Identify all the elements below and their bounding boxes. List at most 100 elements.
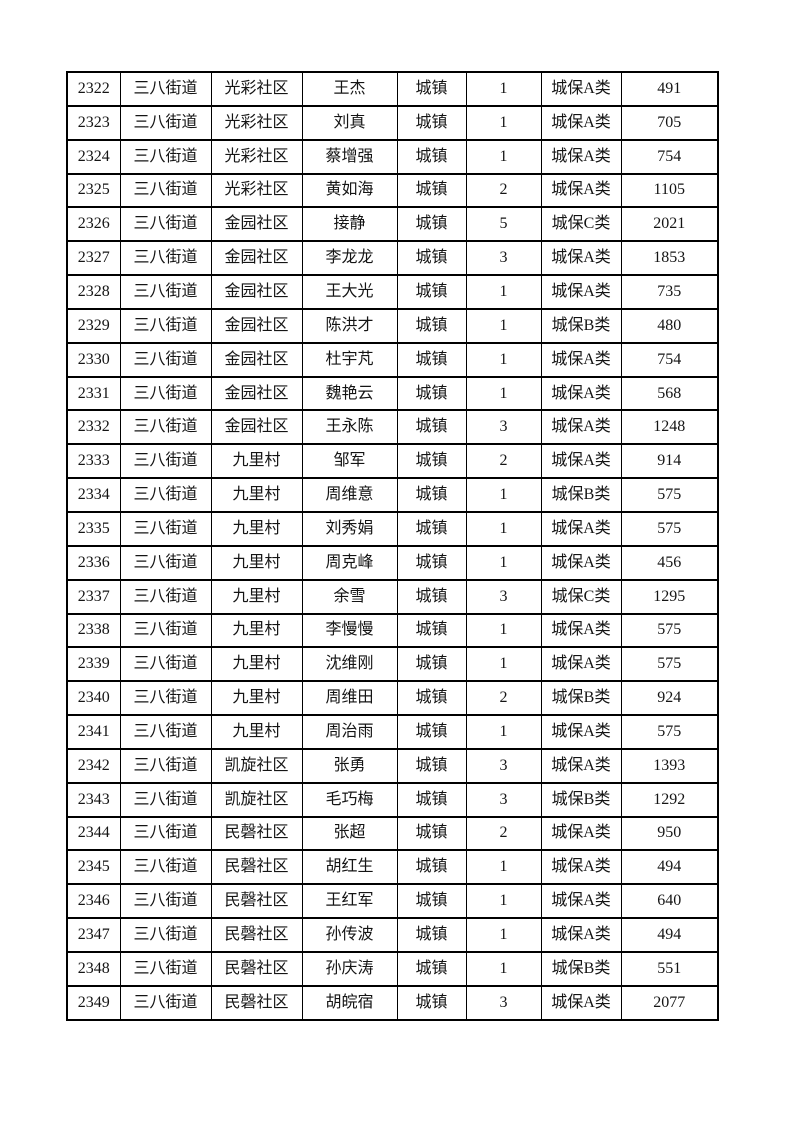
cell-serial-number: 2342 (66, 747, 121, 784)
cell-benefit-category: 城保B类 (540, 950, 622, 987)
cell-street: 三八街道 (119, 544, 212, 581)
table-row: 2332 三八街道 金园社区 王永陈 城镇 3 城保A类 1248 (66, 409, 719, 446)
cell-residence-type: 城镇 (396, 950, 467, 987)
cell-amount: 640 (620, 883, 719, 920)
cell-serial-number: 2328 (66, 274, 121, 310)
cell-community: 光彩社区 (210, 71, 303, 107)
cell-person-count: 1 (465, 883, 542, 920)
cell-name: 魏艳云 (301, 375, 398, 412)
cell-street: 三八街道 (119, 409, 212, 446)
cell-community: 九里村 (210, 578, 303, 615)
cell-amount: 735 (620, 274, 719, 310)
cell-community: 民磬社区 (210, 849, 303, 886)
cell-community: 九里村 (210, 646, 303, 683)
cell-residence-type: 城镇 (396, 984, 467, 1022)
cell-residence-type: 城镇 (396, 917, 467, 953)
table-row: 2336 三八街道 九里村 周克峰 城镇 1 城保A类 456 (66, 544, 719, 581)
cell-community: 九里村 (210, 477, 303, 513)
cell-benefit-category: 城保A类 (540, 138, 622, 175)
table-row: 2335 三八街道 九里村 刘秀娟 城镇 1 城保A类 575 (66, 510, 719, 547)
cell-person-count: 1 (465, 274, 542, 310)
cell-person-count: 1 (465, 714, 542, 750)
cell-street: 三八街道 (119, 578, 212, 615)
cell-person-count: 3 (465, 781, 542, 818)
cell-amount: 754 (620, 341, 719, 378)
cell-name: 张超 (301, 815, 398, 852)
cell-residence-type: 城镇 (396, 544, 467, 581)
cell-street: 三八街道 (119, 510, 212, 547)
cell-serial-number: 2345 (66, 849, 121, 886)
cell-benefit-category: 城保B类 (540, 477, 622, 513)
table-body: 2322 三八街道 光彩社区 王杰 城镇 1 城保A类 491 2323 三八街道 光彩社区 刘真 城镇… (66, 71, 719, 1022)
cell-residence-type: 城镇 (396, 477, 467, 513)
cell-amount: 1853 (620, 240, 719, 277)
cell-community: 九里村 (210, 714, 303, 750)
cell-street: 三八街道 (119, 206, 212, 243)
cell-name: 周治雨 (301, 714, 398, 750)
cell-serial-number: 2330 (66, 341, 121, 378)
cell-amount: 705 (620, 104, 719, 141)
cell-person-count: 2 (465, 443, 542, 480)
cell-person-count: 2 (465, 815, 542, 852)
cell-benefit-category: 城保A类 (540, 646, 622, 683)
cell-name: 胡皖宿 (301, 984, 398, 1022)
cell-amount: 2077 (620, 984, 719, 1022)
cell-residence-type: 城镇 (396, 578, 467, 615)
cell-person-count: 1 (465, 544, 542, 581)
cell-person-count: 2 (465, 172, 542, 209)
cell-benefit-category: 城保B类 (540, 680, 622, 717)
cell-serial-number: 2323 (66, 104, 121, 141)
cell-name: 王杰 (301, 71, 398, 107)
cell-amount: 2021 (620, 206, 719, 243)
table-row: 2347 三八街道 民磬社区 孙传波 城镇 1 城保A类 494 (66, 917, 719, 953)
cell-person-count: 1 (465, 341, 542, 378)
table-row: 2345 三八街道 民磬社区 胡红生 城镇 1 城保A类 494 (66, 849, 719, 886)
table-row: 2341 三八街道 九里村 周治雨 城镇 1 城保A类 575 (66, 714, 719, 750)
cell-serial-number: 2336 (66, 544, 121, 581)
cell-residence-type: 城镇 (396, 883, 467, 920)
cell-serial-number: 2348 (66, 950, 121, 987)
cell-amount: 924 (620, 680, 719, 717)
table-row: 2342 三八街道 凯旋社区 张勇 城镇 3 城保A类 1393 (66, 747, 719, 784)
cell-name: 邹军 (301, 443, 398, 480)
cell-community: 金园社区 (210, 341, 303, 378)
cell-serial-number: 2331 (66, 375, 121, 412)
cell-community: 九里村 (210, 510, 303, 547)
table-row: 2338 三八街道 九里村 李慢慢 城镇 1 城保A类 575 (66, 612, 719, 649)
cell-community: 九里村 (210, 544, 303, 581)
cell-person-count: 1 (465, 646, 542, 683)
table-row: 2346 三八街道 民磬社区 王红军 城镇 1 城保A类 640 (66, 883, 719, 920)
cell-name: 周维意 (301, 477, 398, 513)
cell-benefit-category: 城保B类 (540, 781, 622, 818)
cell-amount: 914 (620, 443, 719, 480)
cell-residence-type: 城镇 (396, 375, 467, 412)
table-row: 2343 三八街道 凯旋社区 毛巧梅 城镇 3 城保B类 1292 (66, 781, 719, 818)
cell-residence-type: 城镇 (396, 646, 467, 683)
cell-community: 光彩社区 (210, 172, 303, 209)
table-row: 2328 三八街道 金园社区 王大光 城镇 1 城保A类 735 (66, 274, 719, 310)
cell-community: 金园社区 (210, 206, 303, 243)
cell-residence-type: 城镇 (396, 747, 467, 784)
table-row: 2333 三八街道 九里村 邹军 城镇 2 城保A类 914 (66, 443, 719, 480)
cell-person-count: 1 (465, 917, 542, 953)
cell-person-count: 1 (465, 138, 542, 175)
cell-serial-number: 2332 (66, 409, 121, 446)
table-row: 2322 三八街道 光彩社区 王杰 城镇 1 城保A类 491 (66, 71, 719, 107)
cell-serial-number: 2341 (66, 714, 121, 750)
table-row: 2330 三八街道 金园社区 杜宇芃 城镇 1 城保A类 754 (66, 341, 719, 378)
cell-name: 接静 (301, 206, 398, 243)
cell-name: 孙传波 (301, 917, 398, 953)
cell-person-count: 1 (465, 950, 542, 987)
cell-residence-type: 城镇 (396, 612, 467, 649)
table-row: 2340 三八街道 九里村 周维田 城镇 2 城保B类 924 (66, 680, 719, 717)
cell-name: 刘真 (301, 104, 398, 141)
cell-name: 李龙龙 (301, 240, 398, 277)
cell-serial-number: 2327 (66, 240, 121, 277)
cell-benefit-category: 城保A类 (540, 849, 622, 886)
cell-serial-number: 2344 (66, 815, 121, 852)
cell-name: 余雪 (301, 578, 398, 615)
cell-benefit-category: 城保A类 (540, 240, 622, 277)
cell-community: 凯旋社区 (210, 781, 303, 818)
cell-serial-number: 2339 (66, 646, 121, 683)
cell-residence-type: 城镇 (396, 409, 467, 446)
